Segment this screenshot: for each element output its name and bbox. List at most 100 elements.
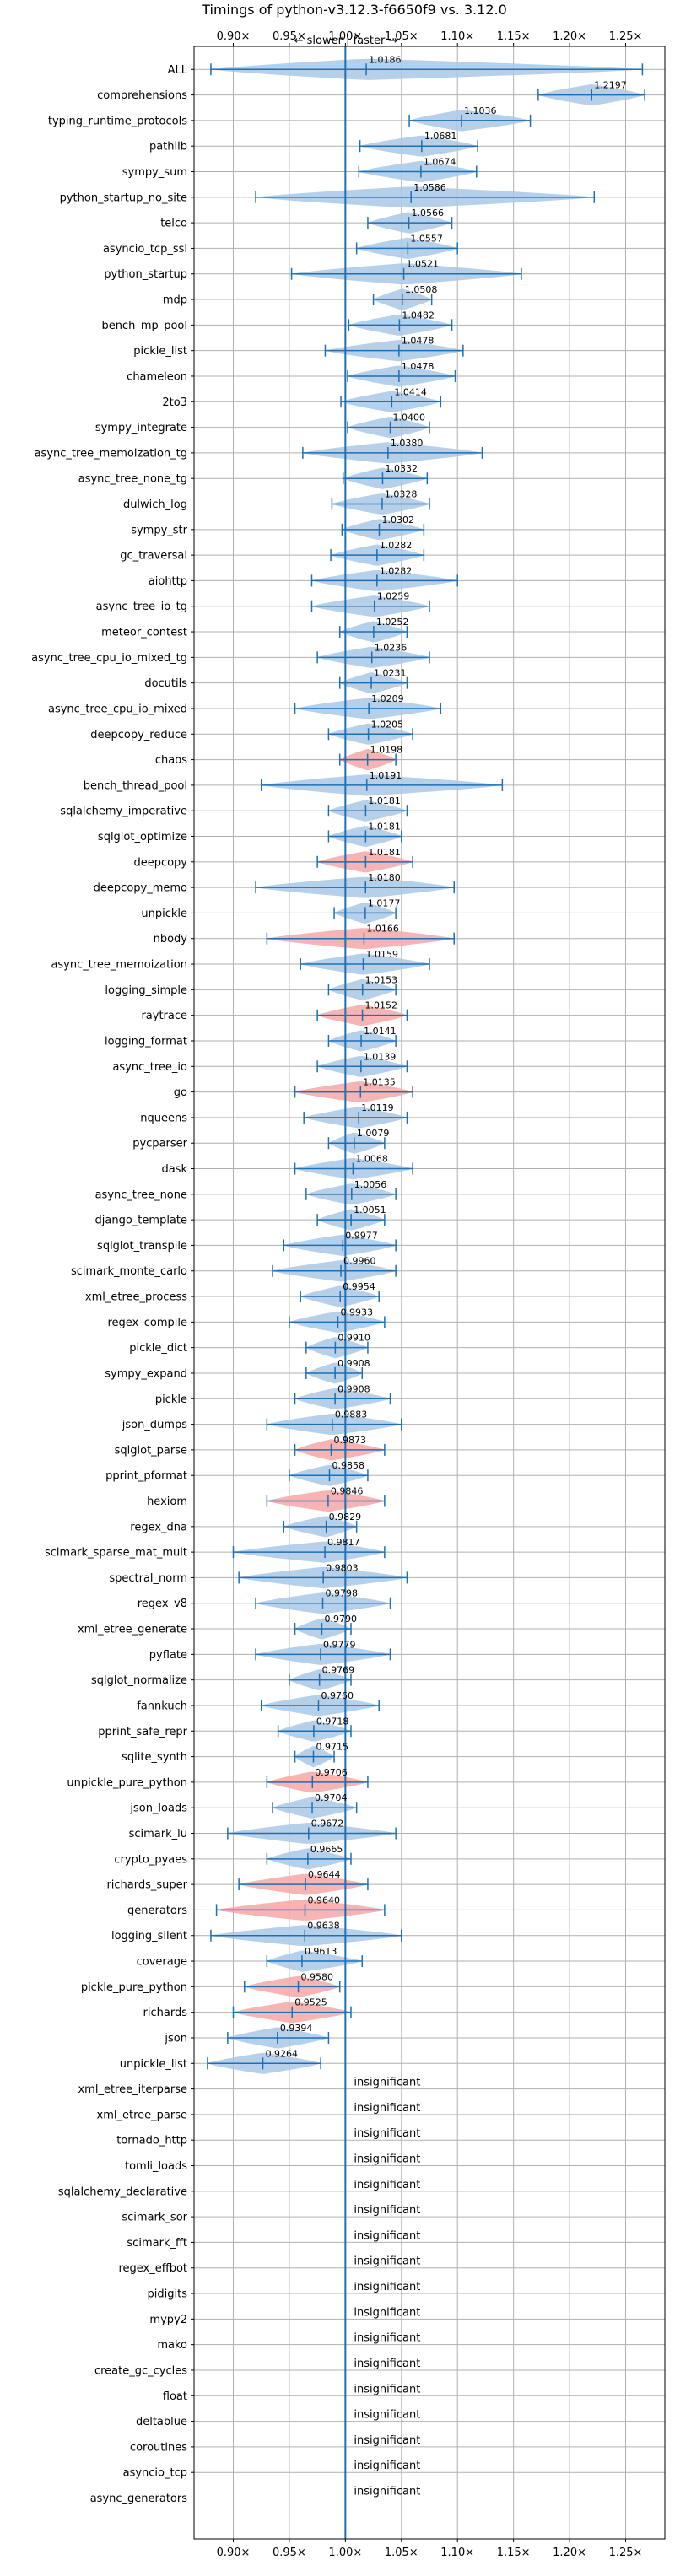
benchmark-label: sqlglot_normalize (91, 1674, 187, 1687)
benchmark-label: ALL (168, 64, 188, 77)
mean-value-label: 0.9769 (322, 1665, 355, 1676)
x-tick-label-top: 1.15× (497, 30, 531, 43)
x-tick-label-bottom: 1.20× (553, 2546, 586, 2559)
mean-value-label: 0.9908 (338, 1383, 370, 1394)
mean-value-label: 1.0159 (365, 949, 398, 960)
direction-annotation: ← slower | faster → (294, 35, 398, 47)
benchmark-label: spectral_norm (109, 1572, 187, 1585)
benchmark-label: sympy_integrate (95, 422, 187, 434)
benchmark-label: async_tree_cpu_io_mixed_tg (31, 652, 187, 665)
benchmark-label: docutils (144, 677, 187, 690)
benchmark-label: go (174, 1086, 187, 1099)
mean-value-label: 1.0332 (385, 463, 418, 474)
mean-value-label: 0.9706 (315, 1767, 348, 1778)
mean-value-label: 1.1036 (464, 105, 497, 116)
mean-value-label: 0.9977 (345, 1230, 378, 1241)
x-tick-label-bottom: 1.25× (609, 2546, 643, 2559)
benchmark-label: async_tree_memoization_tg (35, 447, 187, 460)
mean-value-label: 0.9613 (305, 1946, 338, 1957)
benchmark-label: async_tree_none_tg (78, 473, 187, 486)
insignificant-label: insignificant (354, 2127, 420, 2140)
mean-value-label: 0.9760 (321, 1690, 354, 1701)
x-tick-label-top: 1.00× (328, 30, 362, 43)
benchmark-label: async_tree_none (95, 1188, 187, 1201)
mean-value-label: 1.0328 (385, 489, 418, 500)
mean-value-label: 0.9910 (338, 1333, 370, 1344)
mean-value-label: 1.0380 (391, 438, 424, 449)
benchmark-label: bench_mp_pool (101, 320, 187, 332)
insignificant-label: insignificant (354, 2434, 420, 2447)
benchmark-label: asyncio_tcp (123, 2467, 187, 2480)
benchmark-label: scimark_sor (122, 2212, 187, 2224)
mean-value-label: 0.9779 (323, 1639, 356, 1650)
x-tick-label-bottom: 1.00× (328, 2546, 362, 2559)
insignificant-label: insignificant (354, 2281, 420, 2293)
benchmark-label: json (164, 2032, 187, 2045)
benchmark-label: nqueens (140, 1112, 187, 1124)
mean-value-label: 1.0236 (375, 642, 408, 653)
benchmark-label: unpickle_list (120, 2058, 187, 2071)
benchmark-label: json_loads (129, 1803, 187, 1815)
benchmark-label: pickle_dict (129, 1342, 187, 1355)
benchmark-label: async_tree_io_tg (96, 601, 187, 613)
benchmark-label: regex_compile (107, 1317, 187, 1329)
mean-value-label: 0.9873 (333, 1435, 366, 1446)
x-tick-label-bottom: 1.10× (440, 2546, 474, 2559)
benchmark-label: mako (157, 2339, 187, 2352)
benchmark-label: async_tree_io (112, 1061, 187, 1074)
benchmark-label: raytrace (141, 1010, 187, 1022)
mean-value-label: 0.9933 (340, 1307, 373, 1318)
benchmark-label: typing_runtime_protocols (48, 115, 187, 127)
benchmark-label: deepcopy_memo (94, 882, 187, 895)
benchmark-label: sqlite_synth (122, 1751, 187, 1764)
mean-value-label: 1.0586 (413, 182, 446, 193)
mean-value-label: 1.0198 (370, 745, 403, 756)
benchmark-label: sqlglot_optimize (98, 831, 187, 843)
mean-value-label: 1.0180 (368, 872, 401, 883)
mean-value-label: 0.9954 (343, 1281, 375, 1292)
mean-value-label: 1.0681 (424, 131, 457, 142)
mean-value-label: 1.0139 (364, 1051, 397, 1062)
benchmark-label: sqlglot_transpile (97, 1240, 187, 1253)
mean-value-label: 1.0478 (402, 336, 435, 347)
benchmark-label: scimark_lu (129, 1828, 187, 1840)
mean-value-label: 0.9829 (329, 1512, 362, 1522)
benchmark-labels: ALL 1.0186 comprehensions 1.2197 typing_runt… (31, 54, 627, 2505)
mean-value-label: 1.0166 (366, 924, 399, 935)
mean-value-label: 0.9883 (335, 1409, 368, 1420)
mean-value-label: 1.0181 (368, 822, 401, 833)
mean-value-label: 1.0508 (405, 284, 438, 295)
mean-value-label: 0.9858 (332, 1460, 364, 1471)
insignificant-label: insignificant (354, 2460, 420, 2472)
benchmark-label: coroutines (130, 2441, 187, 2454)
benchmark-label: pprint_pformat (105, 1470, 187, 1483)
x-tick-label-bottom: 0.90× (217, 2546, 251, 2559)
benchmark-label: json_dumps (122, 1419, 187, 1431)
benchmark-label: deepcopy (133, 856, 187, 869)
mean-value-label: 0.9798 (326, 1588, 359, 1599)
mean-value-label: 1.0205 (371, 719, 404, 730)
mean-value-label: 0.9525 (294, 1997, 327, 2008)
benchmark-label: pyflate (149, 1649, 187, 1662)
benchmark-label: scimark_fft (127, 2237, 187, 2250)
mean-value-label: 1.0051 (354, 1204, 386, 1215)
benchmark-label: pickle (155, 1393, 187, 1406)
benchmark-label: chaos (155, 754, 187, 767)
insignificant-label: insignificant (354, 2306, 420, 2319)
mean-value-label: 1.0177 (368, 897, 401, 908)
insignificant-label: insignificant (354, 2358, 420, 2370)
insignificant-label: insignificant (354, 2332, 420, 2345)
mean-value-label: 1.0282 (380, 565, 413, 576)
mean-value-label: 0.9672 (311, 1819, 344, 1830)
benchmark-label: deepcopy_reduce (90, 729, 187, 741)
mean-value-label: 0.9704 (315, 1792, 348, 1803)
benchmark-label: logging_simple (105, 984, 187, 997)
benchmark-label: crypto_pyaes (114, 1853, 187, 1866)
mean-value-label: 1.0135 (363, 1077, 396, 1088)
mean-value-label: 1.0141 (364, 1026, 397, 1037)
insignificant-label: insignificant (354, 2204, 420, 2217)
x-tick-label-top: 0.90× (217, 30, 251, 43)
mean-value-label: 0.9580 (301, 1971, 334, 1982)
mean-value-label: 1.0079 (357, 1128, 390, 1139)
